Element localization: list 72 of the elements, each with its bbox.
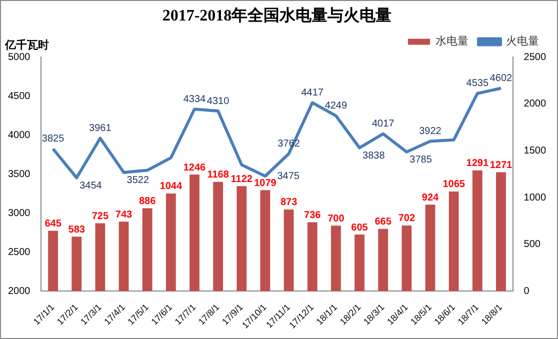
- y-tick-label: 4500: [8, 90, 31, 102]
- y2-tick-label: 1000: [524, 192, 546, 204]
- bar: [166, 193, 176, 292]
- data-label: 4602: [490, 72, 513, 84]
- data-label: 3922: [419, 126, 442, 138]
- data-label: 3522: [126, 175, 150, 186]
- data-label: 1065: [442, 179, 466, 190]
- bar: [72, 236, 82, 292]
- data-label: 924: [422, 192, 440, 204]
- data-label: 3475: [277, 170, 300, 182]
- y-tick-label: 3000: [8, 208, 31, 219]
- data-label: 743: [115, 209, 133, 220]
- legend-label: 火电量: [506, 34, 539, 48]
- bar: [496, 172, 506, 292]
- y-tick-label: 2500: [8, 246, 31, 258]
- bar: [378, 228, 388, 292]
- bar: [448, 191, 459, 292]
- data-label: 4334: [183, 94, 206, 105]
- data-label: 4249: [324, 100, 348, 112]
- data-label: 1291: [466, 158, 489, 170]
- y2-tick-label: 1500: [524, 146, 546, 157]
- bar: [95, 223, 106, 292]
- data-label: 1271: [490, 160, 513, 171]
- data-label: 583: [68, 224, 86, 236]
- data-label: 665: [374, 216, 392, 228]
- y2-tick-label: 2500: [524, 52, 546, 63]
- y2-tick-label: 2000: [524, 98, 546, 110]
- data-label: 1122: [230, 174, 253, 185]
- bar: [425, 204, 436, 292]
- data-label: 873: [280, 197, 298, 208]
- bar: [142, 208, 152, 292]
- bar: [354, 234, 364, 292]
- bar: [472, 170, 482, 292]
- data-label: 4535: [466, 78, 489, 90]
- data-label: 4310: [206, 96, 230, 107]
- data-label: 1246: [183, 162, 206, 174]
- y2-tick-label: 500: [524, 239, 541, 250]
- bar: [284, 209, 294, 292]
- y-tick-label: 5000: [8, 52, 31, 63]
- data-label: 3838: [362, 150, 386, 162]
- data-label: 3825: [42, 134, 65, 145]
- y2-tick-label: 0: [524, 286, 530, 297]
- bar: [260, 190, 270, 292]
- y-axis-title: 亿千瓦时: [4, 38, 49, 52]
- y-tick-label: 4000: [8, 130, 31, 141]
- bar: [402, 225, 412, 292]
- data-label: 736: [304, 210, 322, 222]
- y-tick-label: 3500: [8, 168, 31, 180]
- data-label: 725: [92, 211, 109, 222]
- legend-label: 水电量: [436, 34, 468, 48]
- bar: [118, 222, 129, 292]
- data-label: 702: [398, 213, 416, 224]
- bar: [307, 222, 318, 292]
- bar: [190, 174, 200, 292]
- data-label: 3785: [410, 154, 432, 166]
- data-label: 886: [138, 196, 156, 207]
- data-label: 700: [328, 213, 345, 224]
- data-label: 1079: [254, 178, 277, 189]
- y-tick-label: 2000: [8, 286, 31, 297]
- data-label: 3961: [89, 122, 112, 134]
- data-label: 4417: [301, 87, 324, 98]
- bar: [48, 230, 58, 292]
- bar: [213, 182, 224, 292]
- data-label: 1168: [207, 170, 230, 181]
- data-label: 1044: [160, 181, 182, 192]
- bar: [236, 186, 247, 292]
- data-label: 605: [351, 222, 368, 234]
- bar: [330, 226, 341, 292]
- data-label: 3454: [80, 180, 102, 192]
- chart-title: 2017-2018年全国水电量与火电量: [162, 6, 392, 25]
- data-label: 4017: [372, 118, 395, 130]
- data-label: 645: [44, 218, 62, 230]
